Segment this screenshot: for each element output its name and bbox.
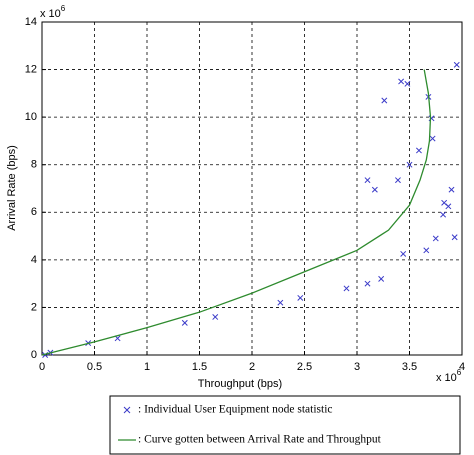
x-tick-label: 4 bbox=[459, 361, 465, 373]
x-tick-label: 2 bbox=[249, 361, 255, 373]
scatter-point bbox=[212, 313, 219, 320]
scatter-point bbox=[378, 275, 385, 282]
y-scale-label: x 106 bbox=[40, 4, 66, 20]
x-tick-label: 1.5 bbox=[192, 361, 207, 373]
legend-label: : Curve gotten between Arrival Rate and … bbox=[138, 434, 382, 446]
x-tick-label: 1 bbox=[144, 361, 150, 373]
plot-frame bbox=[41, 21, 463, 356]
y-tick-label: 0 bbox=[31, 349, 37, 361]
x-tick-label: 0 bbox=[39, 361, 45, 373]
scatter-point bbox=[394, 177, 401, 184]
legend-box bbox=[109, 395, 461, 455]
scatter-point bbox=[364, 177, 371, 184]
x-scale-exp: 6 bbox=[457, 368, 462, 377]
scatter-point bbox=[423, 247, 430, 254]
scatter-point bbox=[429, 135, 436, 142]
scatter-point bbox=[404, 80, 411, 87]
x-scale-base: x 10 bbox=[436, 372, 457, 384]
scatter-point bbox=[400, 250, 407, 257]
scatter-point bbox=[453, 61, 460, 68]
y-scale-base: x 10 bbox=[40, 8, 61, 20]
y-scale-exp: 6 bbox=[61, 4, 66, 13]
scatter-point bbox=[440, 211, 447, 218]
scatter-point bbox=[364, 280, 371, 287]
y-tick-label: 10 bbox=[25, 111, 37, 123]
y-tick-label: 12 bbox=[25, 63, 37, 75]
x-tick-label: 3.5 bbox=[402, 361, 417, 373]
scatter-point bbox=[448, 186, 455, 193]
scatter-point bbox=[445, 203, 452, 210]
x-tick-label: 3 bbox=[354, 361, 360, 373]
x-axis-label: Throughput (bps) bbox=[198, 378, 282, 390]
scatter-point bbox=[371, 186, 378, 193]
scatter-point bbox=[406, 161, 413, 168]
legend: : Individual User Equipment node statist… bbox=[109, 395, 461, 455]
scatter-point bbox=[181, 319, 188, 326]
scatter-point bbox=[451, 234, 458, 241]
scatter-point bbox=[398, 78, 405, 85]
scatter-point bbox=[415, 147, 422, 154]
scatter-point bbox=[343, 285, 350, 292]
x-tick-label: 2.5 bbox=[297, 361, 312, 373]
y-tick-label: 8 bbox=[31, 159, 37, 171]
x-scale-label: x 106 bbox=[436, 368, 462, 384]
scatter-point bbox=[277, 299, 284, 306]
y-tick-label: 14 bbox=[25, 16, 37, 28]
scatter-point bbox=[381, 97, 388, 104]
y-axis-label: Arrival Rate (bps) bbox=[6, 145, 18, 231]
scatter-point bbox=[297, 294, 304, 301]
y-tick-label: 4 bbox=[31, 254, 37, 266]
x-tick-label: 0.5 bbox=[87, 361, 102, 373]
legend-swatch bbox=[123, 406, 131, 414]
y-tick-label: 2 bbox=[31, 301, 37, 313]
curve bbox=[41, 69, 432, 356]
legend-label: : Individual User Equipment node statist… bbox=[138, 404, 333, 416]
y-tick-label: 6 bbox=[31, 206, 37, 218]
scatter-point bbox=[432, 235, 439, 242]
